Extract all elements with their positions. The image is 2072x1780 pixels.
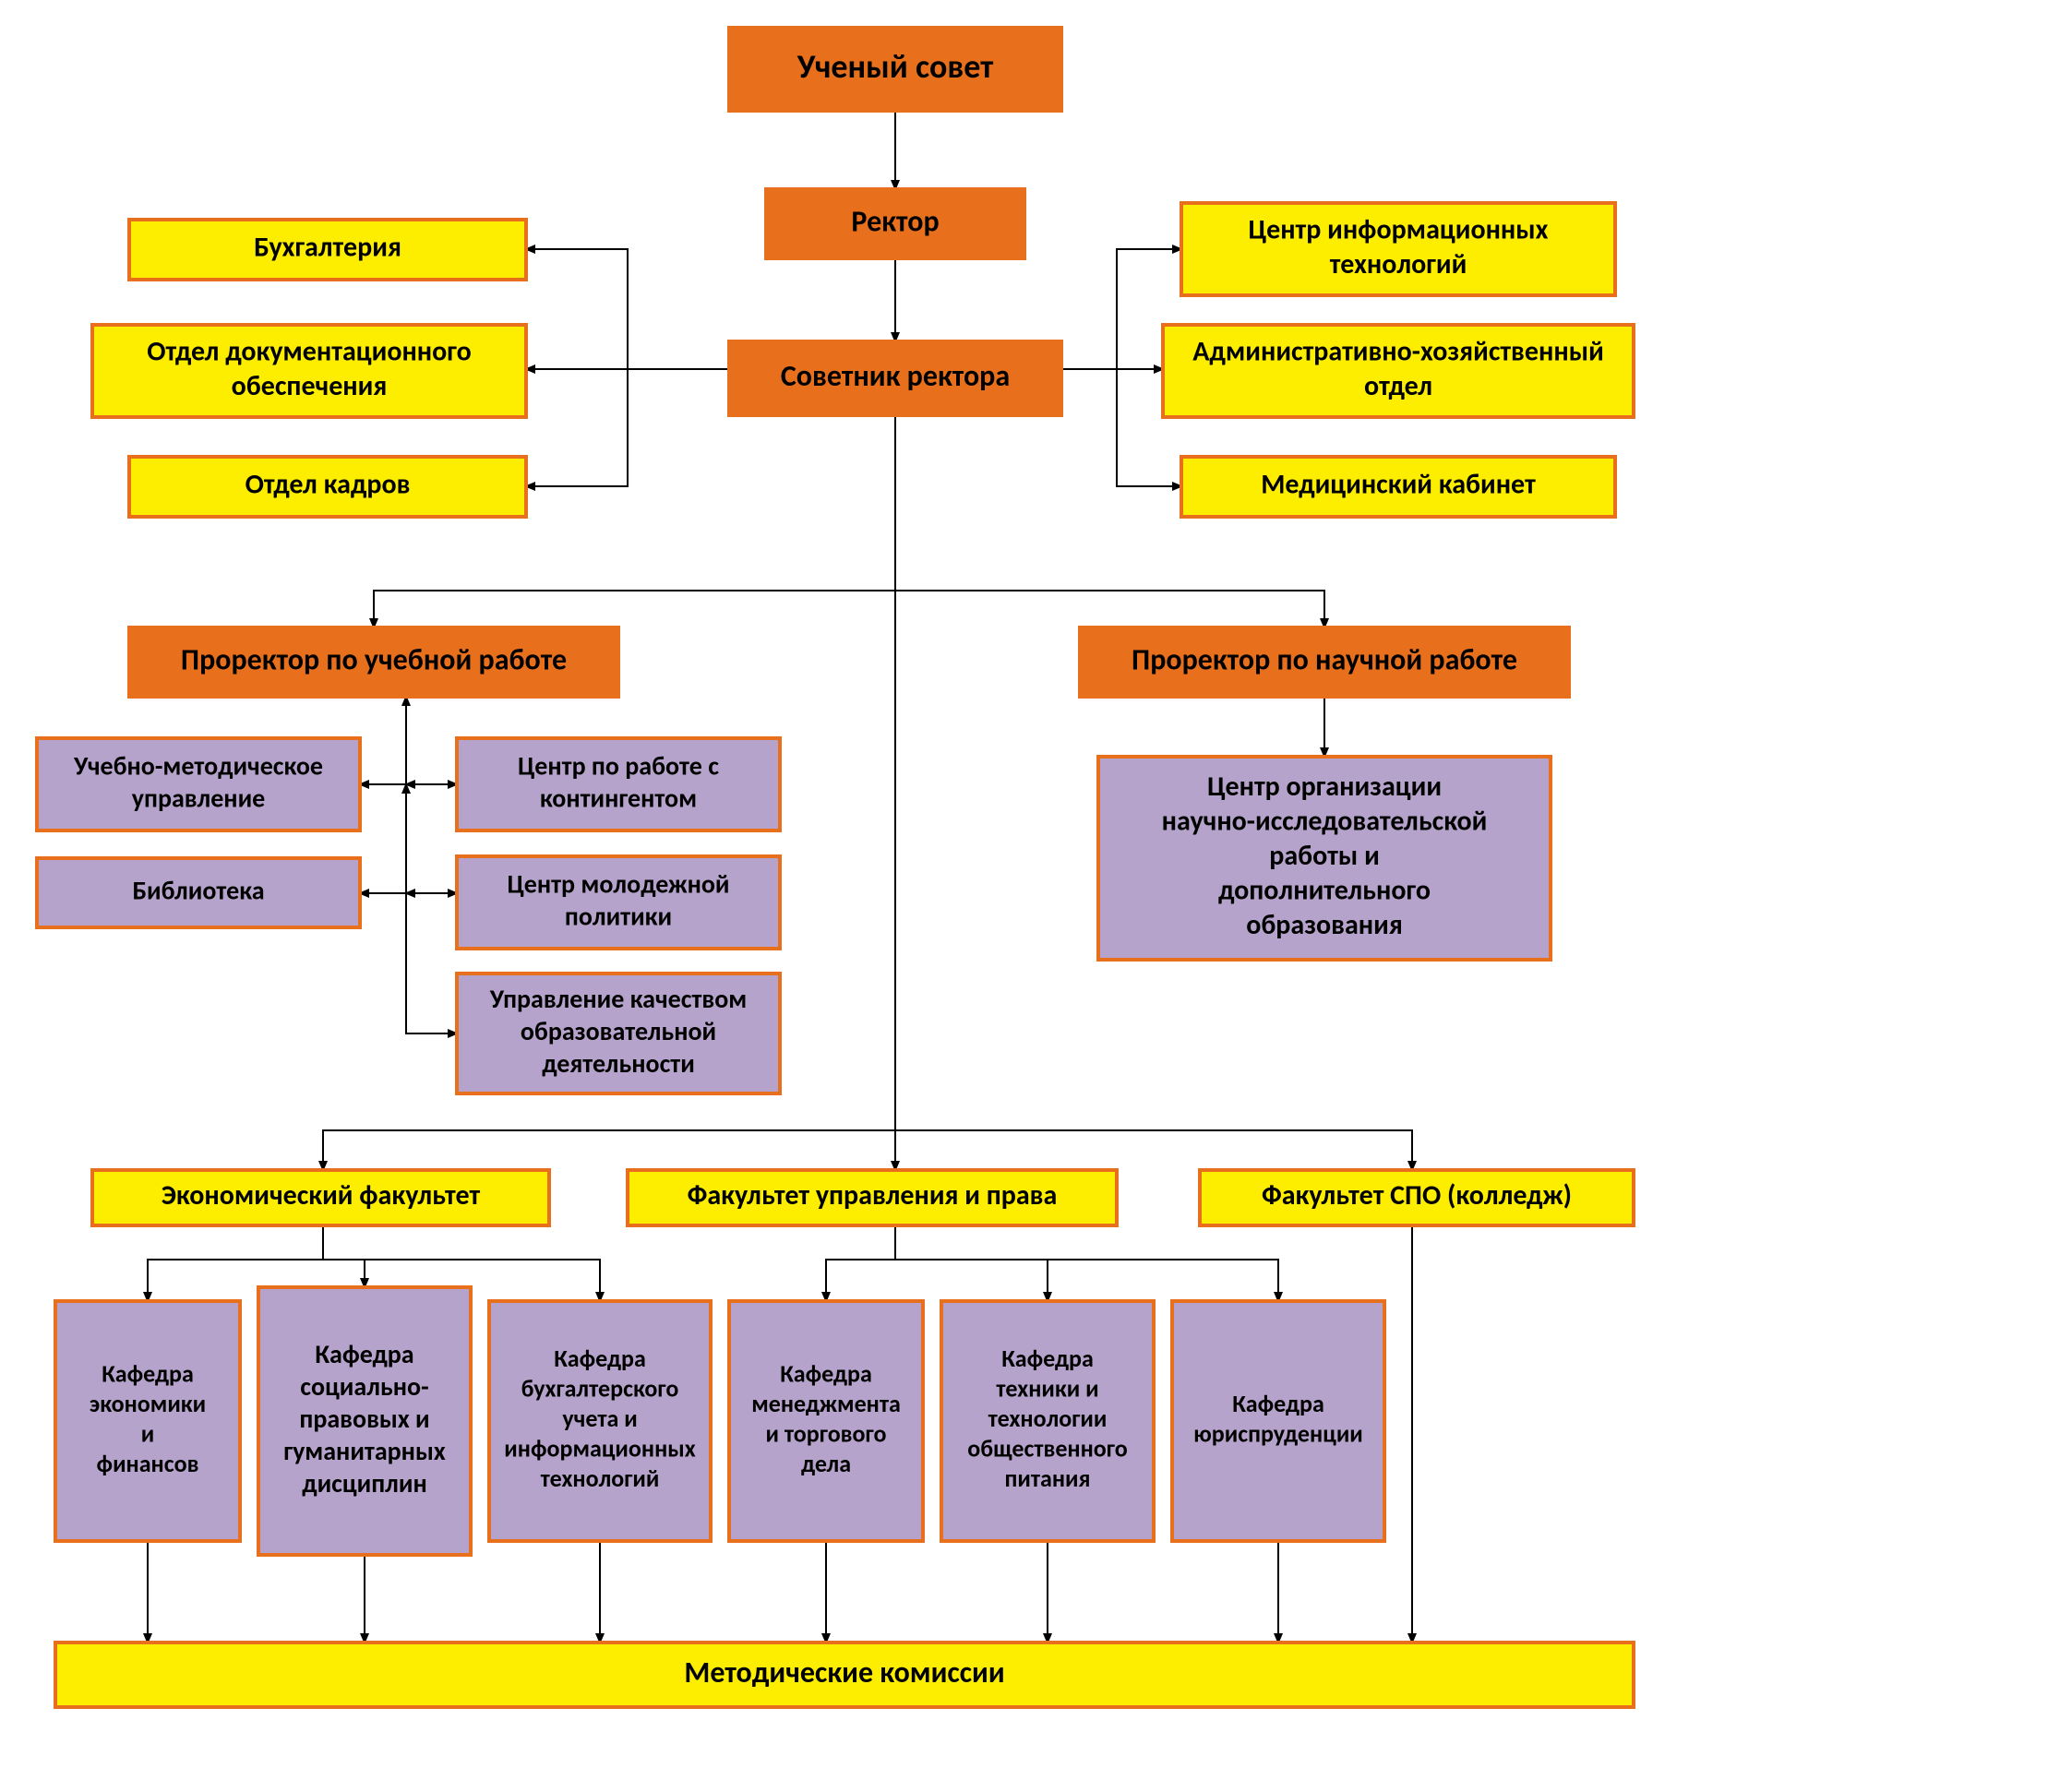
node-dept_econ: Кафедраэкономикиифинансов bbox=[55, 1301, 240, 1541]
node-admin: Административно-хозяйственныйотдел bbox=[1163, 325, 1634, 417]
node-advisor: Советник ректора bbox=[729, 341, 1061, 415]
node-contingent: Центр по работе сконтингентом bbox=[457, 738, 780, 830]
node-label-rector: Ректор bbox=[851, 203, 939, 239]
node-youth: Центр молодежнойполитики bbox=[457, 856, 780, 949]
node-library: Библиотека bbox=[37, 858, 360, 927]
node-docs: Отдел документационногообеспечения bbox=[92, 325, 526, 417]
node-label-fac_econ: Экономический факультет bbox=[162, 1178, 481, 1213]
node-method: Методические комиссии bbox=[55, 1643, 1634, 1707]
edge-18 bbox=[895, 1130, 1412, 1170]
node-label-fac_spo: Факультет СПО (колледж) bbox=[1262, 1178, 1572, 1213]
node-label-vr_study: Проректор по учебной работе bbox=[181, 641, 567, 677]
node-dept_acc: Кафедрабухгалтерскогоучета иинформационн… bbox=[489, 1301, 711, 1541]
edge-10 bbox=[360, 697, 406, 784]
edge-14 bbox=[406, 893, 457, 1033]
edge-9 bbox=[895, 591, 1324, 627]
edge-24 bbox=[895, 1260, 1278, 1301]
node-council: Ученый совет bbox=[729, 28, 1061, 111]
edge-8 bbox=[374, 415, 895, 627]
node-edu_mgmt: Учебно-методическоеуправление bbox=[37, 738, 360, 830]
node-it_center: Центр информационныхтехнологий bbox=[1181, 203, 1615, 295]
node-quality: Управление качествомобразовательнойдеяте… bbox=[457, 974, 780, 1093]
node-fac_econ: Экономический факультет bbox=[92, 1170, 549, 1225]
org-chart-diagram: Ученый совет Ректор Советник ректора Бухгал… bbox=[0, 0, 2072, 1780]
node-medical: Медицинский кабинет bbox=[1181, 457, 1615, 517]
node-dept_tech: Кафедратехники итехнологииобщественногоп… bbox=[941, 1301, 1154, 1541]
node-label-accounting: Бухгалтерия bbox=[254, 231, 401, 265]
edge-4 bbox=[526, 369, 628, 486]
node-label-fac_law: Факультет управления и права bbox=[688, 1178, 1058, 1213]
node-label-medical: Медицинский кабинет bbox=[1261, 468, 1536, 502]
node-vr_science: Проректор по научной работе bbox=[1080, 627, 1569, 697]
node-label-library: Библиотека bbox=[132, 874, 264, 906]
node-dept_social: Кафедрасоциально-правовых игуманитарныхд… bbox=[258, 1287, 471, 1555]
edge-12 bbox=[360, 784, 406, 893]
node-label-council: Ученый совет bbox=[796, 46, 994, 87]
node-label-method: Методические комиссии bbox=[684, 1655, 1004, 1690]
edge-22 bbox=[826, 1225, 895, 1301]
node-dept_law: Кафедраюриспруденции bbox=[1172, 1301, 1384, 1541]
node-label-contingent: Центр по работе сконтингентом bbox=[518, 749, 719, 814]
node-label-vr_science: Проректор по научной работе bbox=[1132, 641, 1517, 677]
edge-20 bbox=[323, 1260, 365, 1287]
nodes-layer: Ученый совет Ректор Советник ректора Бухгал… bbox=[37, 28, 1634, 1707]
node-dept_mgmt: Кафедраменеджментаи торговогодела bbox=[729, 1301, 923, 1541]
node-research: Центр организациинаучно-исследовательско… bbox=[1098, 757, 1551, 960]
node-label-advisor: Советник ректора bbox=[781, 358, 1010, 394]
edge-2 bbox=[526, 249, 729, 369]
node-fac_spo: Факультет СПО (колледж) bbox=[1200, 1170, 1634, 1225]
node-label-hr: Отдел кадров bbox=[246, 468, 411, 502]
node-rector: Ректор bbox=[766, 189, 1024, 258]
node-hr: Отдел кадров bbox=[129, 457, 526, 517]
node-accounting: Бухгалтерия bbox=[129, 220, 526, 280]
edge-23 bbox=[895, 1260, 1048, 1301]
node-vr_study: Проректор по учебной работе bbox=[129, 627, 618, 697]
node-fac_law: Факультет управления и права bbox=[628, 1170, 1117, 1225]
